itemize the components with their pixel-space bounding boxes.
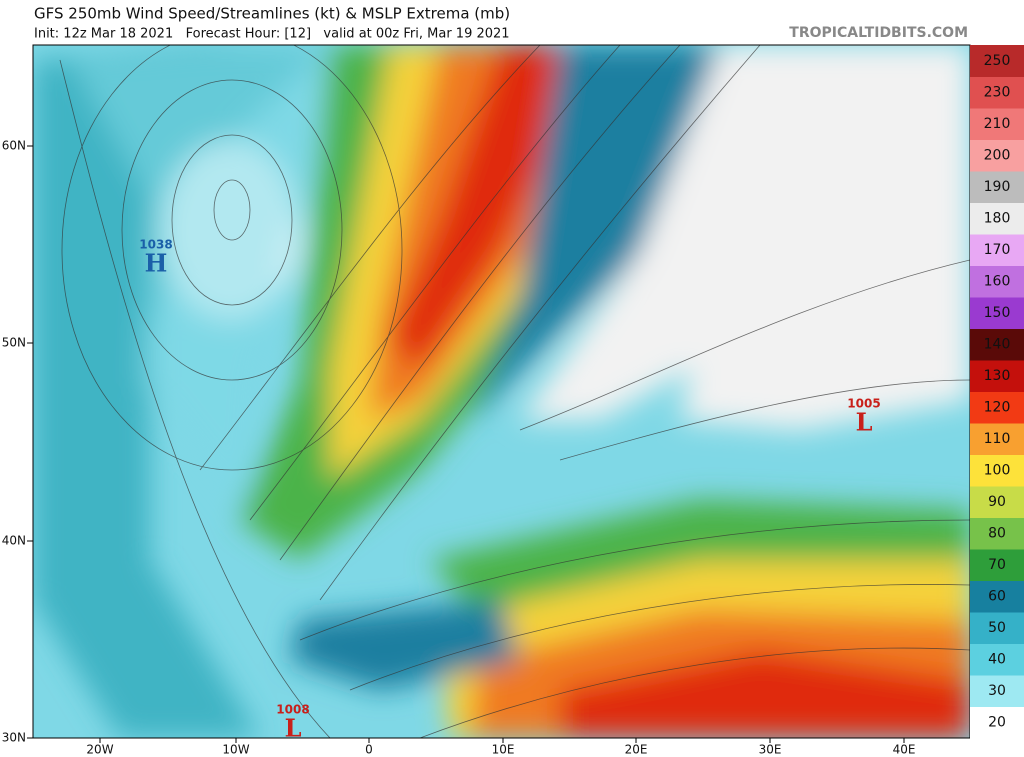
colorbar-label: 40 <box>988 651 1006 667</box>
colorbar-label: 30 <box>988 683 1006 699</box>
colorbar-swatch <box>970 76 1024 109</box>
colorbar-swatch <box>970 643 1024 676</box>
subtitle: Init: 12z Mar 18 2021 Forecast Hour: [12… <box>34 27 510 42</box>
colorbar-label: 230 <box>984 84 1011 100</box>
colorbar-label: 80 <box>988 525 1006 541</box>
colorbar-swatch <box>970 517 1024 550</box>
longitude-label: 20E <box>625 743 648 757</box>
colorbar-swatch <box>970 202 1024 235</box>
longitude-label: 30E <box>759 743 782 757</box>
colorbar-swatch <box>970 234 1024 266</box>
latitude-label: 60N <box>2 139 26 153</box>
colorbar-label: 150 <box>984 305 1011 321</box>
map <box>33 45 970 738</box>
longitude-label: 10W <box>222 743 249 757</box>
axis-labels: 60N 50N 40N 30N 20W 10W 0 10E 20E 30E 40E <box>2 139 916 757</box>
longitude-label: 40E <box>893 743 916 757</box>
colorbar-swatch <box>970 297 1024 329</box>
colorbar-swatch <box>970 549 1024 581</box>
longitude-label: 0 <box>365 743 373 757</box>
longitude-label: 10E <box>492 743 515 757</box>
colorbar-swatch <box>970 580 1024 613</box>
colorbar-swatch <box>970 139 1024 172</box>
title: GFS 250mb Wind Speed/Streamlines (kt) & … <box>34 5 510 23</box>
colorbar-swatch <box>970 675 1024 707</box>
latitude-label: 40N <box>2 534 26 548</box>
colorbar-swatch <box>970 45 1024 77</box>
colorbar-label: 250 <box>984 53 1011 69</box>
colorbar-label: 180 <box>984 210 1011 226</box>
colorbar-label: 190 <box>984 179 1011 195</box>
colorbar-swatch <box>970 706 1024 739</box>
pressure-symbol: L <box>856 408 873 437</box>
colorbar-swatch <box>970 423 1024 455</box>
colorbar-swatch <box>970 391 1024 424</box>
colorbar: 20 30 40 50 60 70 80 90 100 110 120 130 140 150 160 170… <box>970 45 1024 739</box>
colorbar-swatch <box>970 612 1024 644</box>
pressure-value: 1005 <box>847 397 880 411</box>
colorbar-label: 120 <box>984 399 1011 415</box>
colorbar-label: 90 <box>988 494 1006 510</box>
colorbar-label: 210 <box>984 116 1011 132</box>
colorbar-label: 140 <box>984 336 1011 352</box>
colorbar-label: 170 <box>984 242 1011 258</box>
pressure-symbol: L <box>285 714 302 743</box>
colorbar-label: 50 <box>988 620 1006 636</box>
colorbar-swatch <box>970 171 1024 203</box>
colorbar-swatch <box>970 265 1024 298</box>
colorbar-label: 70 <box>988 557 1006 573</box>
colorbar-swatch <box>970 360 1024 392</box>
colorbar-swatch <box>970 454 1024 487</box>
colorbar-label: 20 <box>988 714 1006 730</box>
latitude-label: 30N <box>2 731 26 745</box>
colorbar-swatch <box>970 108 1024 140</box>
colorbar-label: 160 <box>984 273 1011 289</box>
pressure-symbol: H <box>145 249 168 278</box>
colorbar-swatch <box>970 328 1024 361</box>
colorbar-swatch <box>970 486 1024 518</box>
latitude-label: 50N <box>2 336 26 350</box>
colorbar-label: 100 <box>984 462 1011 478</box>
pressure-value: 1038 <box>139 238 172 252</box>
colorbar-label: 110 <box>984 431 1011 447</box>
brand: TROPICALTIDBITS.COM <box>789 25 968 41</box>
colorbar-label: 130 <box>984 368 1011 384</box>
colorbar-label: 60 <box>988 588 1006 604</box>
pressure-value: 1008 <box>276 703 309 717</box>
colorbar-label: 200 <box>984 147 1011 163</box>
longitude-label: 20W <box>86 743 113 757</box>
